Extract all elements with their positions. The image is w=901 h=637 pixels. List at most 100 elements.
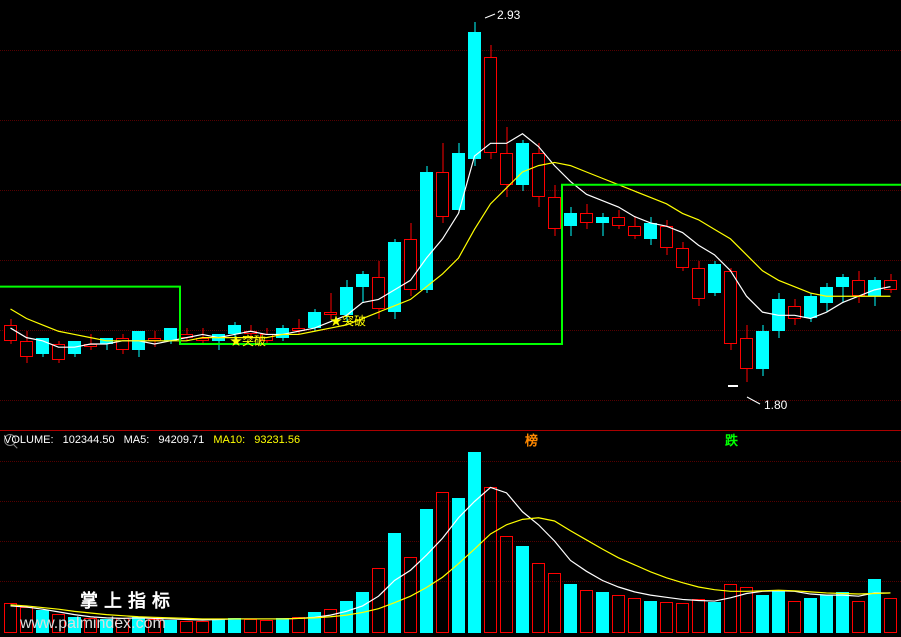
candle	[100, 338, 113, 351]
candle	[804, 293, 817, 322]
volume-bar	[772, 590, 785, 633]
candle	[196, 328, 209, 344]
volume-header: VOLUME: 102344.50 MA5: 94209.71 MA10: 93…	[4, 434, 306, 446]
volume-bar	[356, 592, 369, 633]
volume-bar	[564, 584, 577, 633]
ma10-value: 93231.56	[254, 434, 300, 446]
candle	[164, 328, 177, 344]
volume-bar	[308, 612, 321, 633]
candle	[612, 210, 625, 229]
candle	[20, 331, 33, 363]
volume-bar	[868, 579, 881, 633]
candle	[628, 217, 641, 239]
grid-line	[0, 581, 901, 582]
volume-bar	[708, 602, 721, 633]
candle	[772, 293, 785, 338]
volume-bar	[804, 598, 817, 633]
candle	[436, 143, 449, 223]
candle	[724, 268, 737, 351]
ma5-label: MA5:	[124, 434, 150, 446]
volume-bar	[500, 536, 513, 633]
candle	[52, 341, 65, 363]
volume-bar	[692, 599, 705, 633]
candle	[212, 334, 225, 350]
volume-bar	[340, 601, 353, 633]
volume-bar	[580, 590, 593, 633]
candle	[132, 331, 145, 356]
volume-bar	[420, 509, 433, 633]
cn-label: 榜	[525, 430, 538, 449]
candle	[708, 261, 721, 296]
grid-line	[0, 120, 901, 121]
ma5-value: 94209.71	[158, 434, 204, 446]
ma10-label: MA10:	[213, 434, 245, 446]
volume-bar	[4, 603, 17, 633]
volume-bar	[676, 603, 689, 633]
volume-bar	[260, 620, 273, 633]
candle	[404, 223, 417, 296]
candle	[116, 334, 129, 353]
volume-bar	[388, 533, 401, 633]
candle	[468, 22, 481, 165]
volume-bar	[596, 592, 609, 633]
volume-label: VOLUME:	[4, 434, 54, 446]
watermark-title: 掌上指标	[80, 587, 176, 613]
candle	[276, 325, 289, 341]
candle	[4, 319, 17, 344]
candle	[388, 239, 401, 319]
candle	[356, 271, 369, 303]
candle	[644, 217, 657, 246]
grid-line	[0, 501, 901, 502]
watermark-url: www.palmindex.com	[20, 615, 166, 633]
volume-bar	[548, 573, 561, 633]
volume-bar	[756, 595, 769, 633]
grid-line	[0, 461, 901, 462]
volume-value: 102344.50	[63, 434, 115, 446]
volume-bar	[372, 568, 385, 633]
volume-bar	[820, 595, 833, 633]
volume-bar	[436, 492, 449, 633]
candle	[516, 140, 529, 191]
breakout-marker: ★突破	[330, 312, 366, 329]
candle	[868, 277, 881, 306]
candle	[852, 271, 865, 303]
price-chart[interactable]: 2.931.80★突破★突破	[0, 0, 901, 430]
grid-line	[0, 190, 901, 191]
candle	[740, 325, 753, 382]
candle	[596, 213, 609, 235]
grid-line	[0, 50, 901, 51]
volume-bar	[724, 584, 737, 633]
volume-bar	[740, 587, 753, 633]
candle	[308, 309, 321, 331]
volume-bar	[276, 618, 289, 633]
candle	[836, 274, 849, 303]
low-price-label: 1.80	[764, 398, 787, 412]
candle	[660, 220, 673, 255]
candle	[180, 328, 193, 341]
volume-bar	[228, 618, 241, 633]
volume-bar	[468, 452, 481, 633]
candle	[292, 319, 305, 335]
volume-bar	[180, 621, 193, 633]
volume-bar	[324, 609, 337, 633]
volume-bar	[452, 498, 465, 633]
high-price-label: 2.93	[497, 8, 520, 22]
volume-bar	[404, 557, 417, 633]
candle	[756, 325, 769, 376]
volume-bar	[244, 619, 257, 633]
volume-bar	[660, 602, 673, 633]
candle	[68, 341, 81, 357]
candle	[820, 283, 833, 312]
grid-line	[0, 541, 901, 542]
candle	[420, 166, 433, 293]
candle	[372, 261, 385, 318]
candle	[676, 242, 689, 271]
volume-bar	[884, 598, 897, 633]
volume-bar	[196, 621, 209, 633]
volume-bar	[612, 595, 625, 633]
candle	[532, 143, 545, 207]
candle	[884, 274, 897, 293]
volume-bar	[788, 601, 801, 633]
volume-bar	[532, 563, 545, 633]
candle	[692, 261, 705, 306]
